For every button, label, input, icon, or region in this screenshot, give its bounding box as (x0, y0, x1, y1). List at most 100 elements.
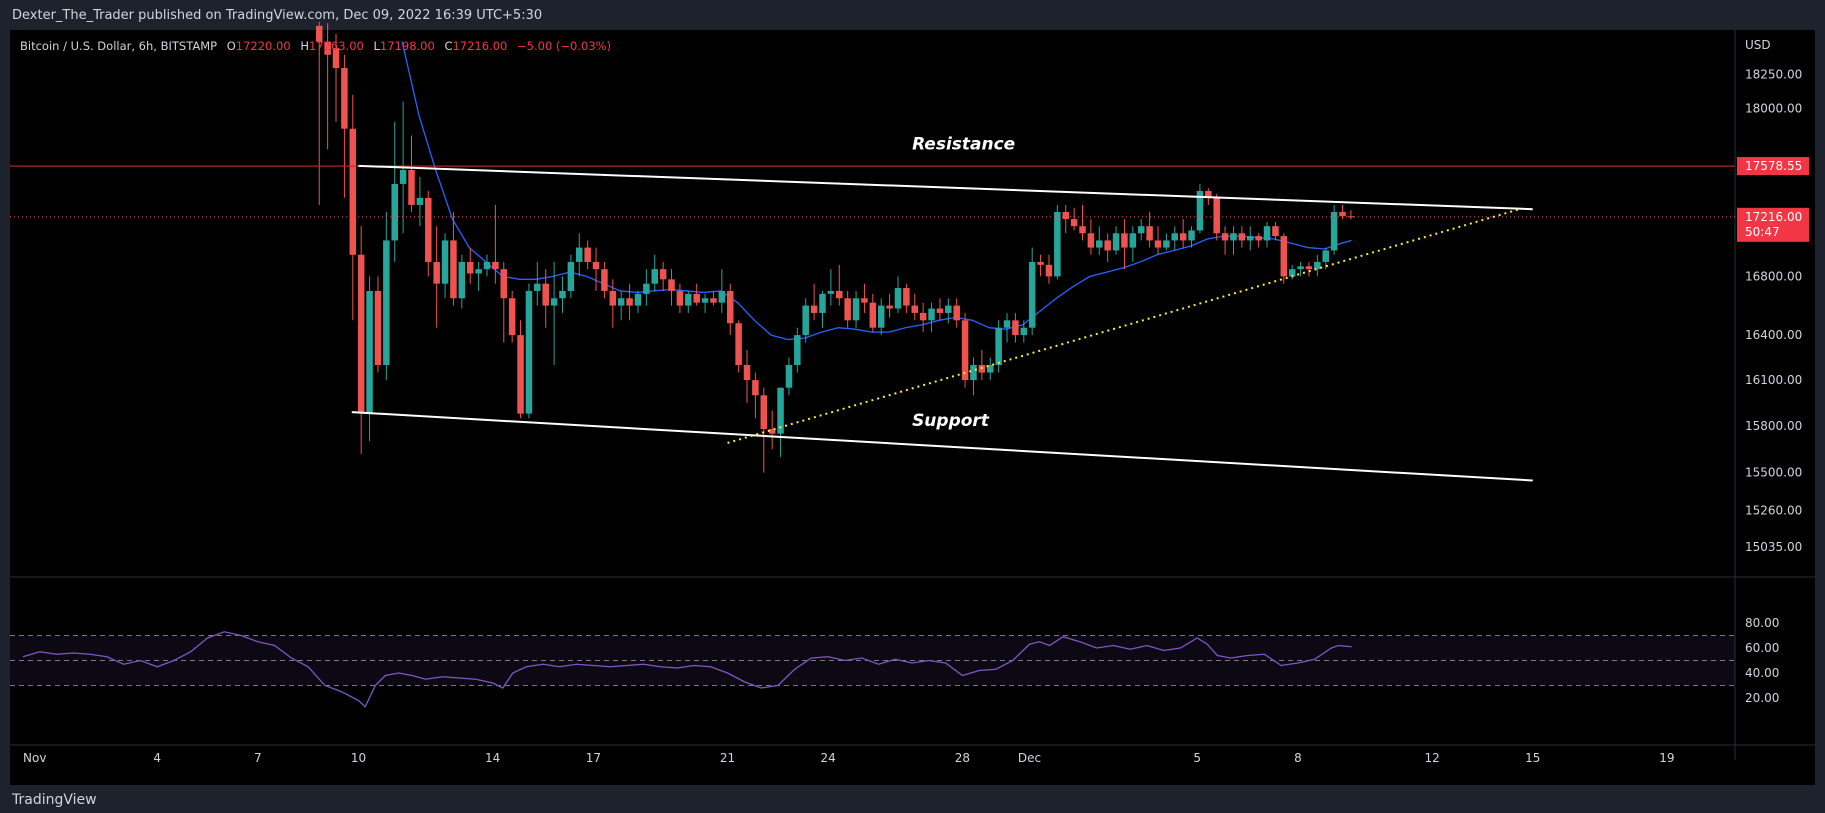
candle (726, 283, 734, 336)
candle-body (567, 261, 575, 291)
candle (374, 276, 382, 373)
candle-body (1272, 226, 1279, 237)
rsi-band (10, 635, 1735, 686)
candle (576, 233, 583, 277)
candle-body (391, 183, 398, 241)
candle (1171, 226, 1179, 251)
candle (802, 298, 809, 343)
candle (441, 233, 449, 299)
price-tick-label: 15035.00 (1745, 540, 1802, 554)
candle-body (1297, 266, 1304, 270)
candle-body (1087, 233, 1095, 248)
candle-body (433, 261, 440, 284)
candle-body (500, 269, 508, 299)
time-tick-label: 21 (720, 751, 735, 765)
open-value: 17220.00 (235, 39, 291, 53)
candle (1146, 212, 1153, 248)
candle-body (1213, 197, 1220, 234)
candle-body (1096, 240, 1103, 248)
chart-pane[interactable] (10, 30, 1815, 785)
candle (1230, 226, 1237, 255)
candle (1221, 226, 1229, 255)
resistance-label: Resistance (912, 134, 1015, 154)
candle-body (592, 261, 600, 270)
candle-body (928, 308, 935, 321)
candle-body (1112, 233, 1120, 251)
candle-body (1196, 190, 1204, 231)
candle-body (1079, 226, 1086, 234)
candle-body (735, 323, 742, 366)
candle-body (508, 298, 516, 336)
candle-body (366, 290, 373, 414)
time-tick-label: 28 (955, 751, 970, 765)
candle-body (1322, 250, 1329, 262)
candle-body (559, 290, 566, 299)
candle (886, 293, 893, 318)
close-value: 17216.00 (452, 39, 508, 53)
currency-label: USD (1745, 38, 1771, 52)
publisher-bar: Dexter_The_Trader published on TradingVi… (0, 0, 1825, 30)
candle-body (492, 261, 499, 270)
candle-body (601, 269, 608, 291)
candle (1096, 226, 1103, 255)
candle-body (332, 48, 340, 69)
candle (777, 387, 784, 457)
time-tick-label: 10 (351, 751, 366, 765)
candle (794, 327, 801, 373)
candle-body (626, 298, 633, 306)
candle (1070, 207, 1078, 231)
rsi-tick-label: 80.00 (1745, 616, 1779, 630)
candle-body (1054, 212, 1061, 277)
close-label: C (444, 39, 453, 53)
candle-body (861, 298, 868, 303)
candle-body (458, 261, 466, 299)
candle-body (315, 25, 323, 42)
candle-body (534, 283, 541, 291)
high-value: 17263.00 (308, 39, 364, 53)
candle-body (1003, 320, 1011, 328)
candle-body (836, 290, 843, 299)
rsi-tick-label: 60.00 (1745, 641, 1779, 655)
candle-body (961, 320, 969, 381)
candle-body (475, 269, 482, 274)
candle (1330, 204, 1338, 255)
candle-body (609, 290, 617, 306)
candle (534, 261, 541, 306)
candle (1188, 226, 1195, 248)
grid-layer (10, 30, 1815, 760)
drawings: Resistance Support (10, 134, 1735, 482)
candle (1163, 233, 1170, 251)
candle (1012, 312, 1019, 343)
low-label: L (373, 39, 380, 53)
candle (710, 290, 717, 306)
candle (643, 269, 650, 306)
candle-body (483, 261, 491, 270)
time-tick-label: 14 (485, 751, 500, 765)
candle-body (416, 197, 424, 205)
candle (1028, 247, 1036, 336)
candle (1347, 210, 1355, 220)
candle-body (1020, 327, 1028, 336)
candle (500, 261, 508, 343)
tradingview-logo[interactable]: TradingView (12, 792, 97, 808)
candle-body (743, 365, 751, 381)
candle (1247, 226, 1254, 251)
symbol-name: Bitcoin / U.S. Dollar, 6h, BITSTAMP (20, 39, 218, 53)
moving-average (401, 41, 1352, 341)
candle (861, 283, 868, 313)
candle-body (869, 302, 877, 328)
candle-body (1280, 236, 1288, 277)
candle-body (919, 312, 927, 321)
candle-body (576, 247, 583, 262)
candle (1322, 247, 1329, 270)
candle-body (349, 128, 357, 255)
candle (542, 269, 549, 328)
candle (433, 226, 440, 328)
candle (735, 320, 742, 373)
candle-body (877, 305, 885, 328)
candle-body (441, 240, 449, 284)
candle (903, 283, 910, 313)
candle-body (1221, 233, 1229, 241)
candle-body (886, 305, 893, 309)
